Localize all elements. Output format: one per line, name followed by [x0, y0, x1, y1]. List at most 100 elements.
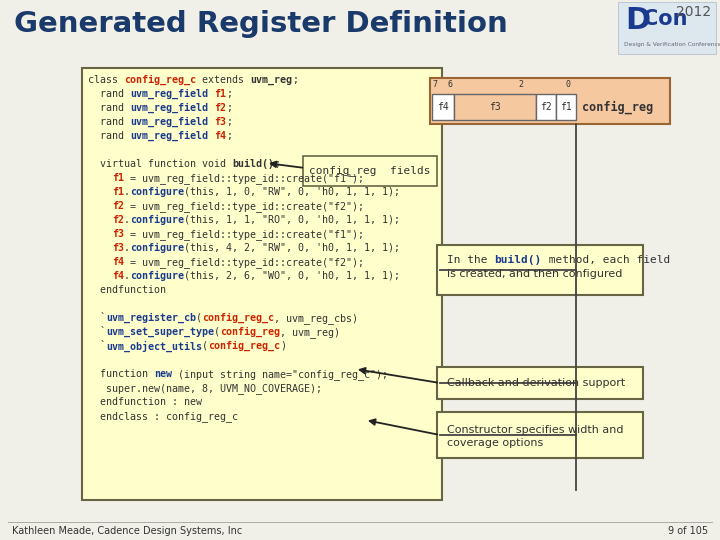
Text: endclass : config_reg_c: endclass : config_reg_c [88, 411, 238, 422]
Text: f1: f1 [560, 102, 572, 112]
Text: f2: f2 [112, 201, 124, 211]
Text: uvm_set_super_type: uvm_set_super_type [106, 327, 214, 337]
FancyBboxPatch shape [454, 94, 536, 120]
Text: 9 of 105: 9 of 105 [668, 526, 708, 536]
Text: = uvm_reg_field::type_id::create("f1");: = uvm_reg_field::type_id::create("f1"); [124, 173, 364, 184]
Text: Con: Con [643, 9, 688, 29]
Text: Generated Register Definition: Generated Register Definition [14, 10, 508, 38]
Text: , uvm_reg_cbs): , uvm_reg_cbs) [274, 313, 358, 324]
Text: f2: f2 [112, 215, 124, 225]
Text: f1: f1 [112, 173, 124, 183]
Text: virtual function void: virtual function void [88, 159, 232, 169]
Text: ;: ; [274, 159, 280, 169]
Text: method, each field: method, each field [541, 255, 670, 265]
Text: ;: ; [292, 75, 298, 85]
Text: config_reg_c: config_reg_c [208, 341, 280, 351]
Text: f3: f3 [112, 243, 124, 253]
Text: f4: f4 [112, 257, 124, 267]
Text: 2: 2 [518, 80, 523, 89]
Text: `: ` [88, 327, 106, 337]
Text: Kathleen Meade, Cadence Design Systems, Inc: Kathleen Meade, Cadence Design Systems, … [12, 526, 242, 536]
FancyBboxPatch shape [556, 94, 576, 120]
FancyBboxPatch shape [82, 68, 442, 500]
Text: rand: rand [88, 103, 130, 113]
Text: f1: f1 [214, 89, 226, 99]
Text: configure: configure [130, 187, 184, 197]
Text: In the: In the [447, 255, 494, 265]
Text: config_reg_c: config_reg_c [124, 75, 196, 85]
Text: configure: configure [130, 215, 184, 225]
Text: ;: ; [226, 103, 232, 113]
Text: uvm_reg: uvm_reg [250, 75, 292, 85]
Text: f4: f4 [214, 131, 226, 141]
Text: (: ( [196, 313, 202, 323]
Text: function: function [88, 369, 154, 379]
Text: .: . [124, 271, 130, 281]
Text: ;: ; [226, 131, 232, 141]
Text: ): ) [280, 341, 286, 351]
Text: endfunction: endfunction [88, 285, 166, 295]
Text: rand: rand [88, 131, 130, 141]
Text: (this, 4, 2, "RW", 0, 'h0, 1, 1, 1);: (this, 4, 2, "RW", 0, 'h0, 1, 1, 1); [184, 243, 400, 253]
Text: config_reg: config_reg [220, 327, 280, 338]
Text: f2: f2 [214, 103, 226, 113]
Text: f4: f4 [112, 271, 124, 281]
FancyBboxPatch shape [430, 78, 670, 124]
Text: f4: f4 [437, 102, 449, 112]
FancyBboxPatch shape [536, 94, 556, 120]
Text: super.new(name, 8, UVM_NO_COVERAGE);: super.new(name, 8, UVM_NO_COVERAGE); [88, 383, 322, 394]
Text: uvm_reg_field: uvm_reg_field [130, 131, 208, 141]
Text: config_reg_c: config_reg_c [202, 313, 274, 323]
Text: = uvm_reg_field::type_id::create("f2");: = uvm_reg_field::type_id::create("f2"); [124, 201, 364, 212]
Text: = uvm_reg_field::type_id::create("f2");: = uvm_reg_field::type_id::create("f2"); [124, 257, 364, 268]
Text: 0: 0 [566, 80, 571, 89]
Text: 6: 6 [448, 80, 453, 89]
FancyBboxPatch shape [437, 412, 643, 458]
Text: extends: extends [196, 75, 250, 85]
Text: uvm_reg_field: uvm_reg_field [130, 103, 208, 113]
Text: (this, 1, 0, "RW", 0, 'h0, 1, 1, 1);: (this, 1, 0, "RW", 0, 'h0, 1, 1, 1); [184, 187, 400, 197]
Text: (: ( [202, 341, 208, 351]
Text: Callback and derivation support: Callback and derivation support [447, 378, 625, 388]
Text: new: new [154, 369, 172, 379]
Text: uvm_reg_field: uvm_reg_field [130, 89, 208, 99]
Text: ;: ; [226, 117, 232, 127]
Text: , uvm_reg): , uvm_reg) [280, 327, 340, 338]
FancyBboxPatch shape [437, 367, 643, 399]
Text: D: D [625, 6, 650, 35]
Text: (this, 1, 1, "RO", 0, 'h0, 1, 1, 1);: (this, 1, 1, "RO", 0, 'h0, 1, 1, 1); [184, 215, 400, 225]
Text: .: . [124, 215, 130, 225]
FancyBboxPatch shape [432, 94, 454, 120]
Text: Constructor specifies width and: Constructor specifies width and [447, 425, 624, 435]
Text: f3: f3 [112, 229, 124, 239]
Text: f3: f3 [489, 102, 501, 112]
Text: .: . [124, 187, 130, 197]
Text: 2012: 2012 [676, 5, 711, 19]
Text: = uvm_reg_field::type_id::create("f1");: = uvm_reg_field::type_id::create("f1"); [124, 229, 364, 240]
Text: rand: rand [88, 89, 130, 99]
Text: `: ` [88, 313, 106, 323]
Text: 7: 7 [432, 80, 437, 89]
Text: f1: f1 [112, 187, 124, 197]
Text: (this, 2, 6, "WO", 0, 'h0, 1, 1, 1);: (this, 2, 6, "WO", 0, 'h0, 1, 1, 1); [184, 271, 400, 281]
Text: endfunction : new: endfunction : new [88, 397, 202, 407]
Text: configure: configure [130, 243, 184, 253]
Text: (: ( [214, 327, 220, 337]
Text: uvm_object_utils: uvm_object_utils [106, 341, 202, 352]
Text: Design & Verification Conference & Exhibition: Design & Verification Conference & Exhib… [624, 42, 720, 47]
Text: configure: configure [130, 271, 184, 281]
Text: build(): build() [494, 255, 541, 265]
FancyBboxPatch shape [618, 2, 716, 54]
FancyBboxPatch shape [303, 156, 437, 186]
Text: coverage options: coverage options [447, 438, 544, 448]
Text: rand: rand [88, 117, 130, 127]
Text: is created, and then configured: is created, and then configured [447, 269, 622, 279]
Text: config_reg: config_reg [582, 100, 653, 114]
Text: class: class [88, 75, 124, 85]
Text: .: . [124, 243, 130, 253]
Text: ;: ; [226, 89, 232, 99]
Text: f2: f2 [540, 102, 552, 112]
Text: uvm_register_cb: uvm_register_cb [106, 313, 196, 323]
Text: build(): build() [232, 159, 274, 169]
Text: config_reg  fields: config_reg fields [310, 166, 431, 177]
